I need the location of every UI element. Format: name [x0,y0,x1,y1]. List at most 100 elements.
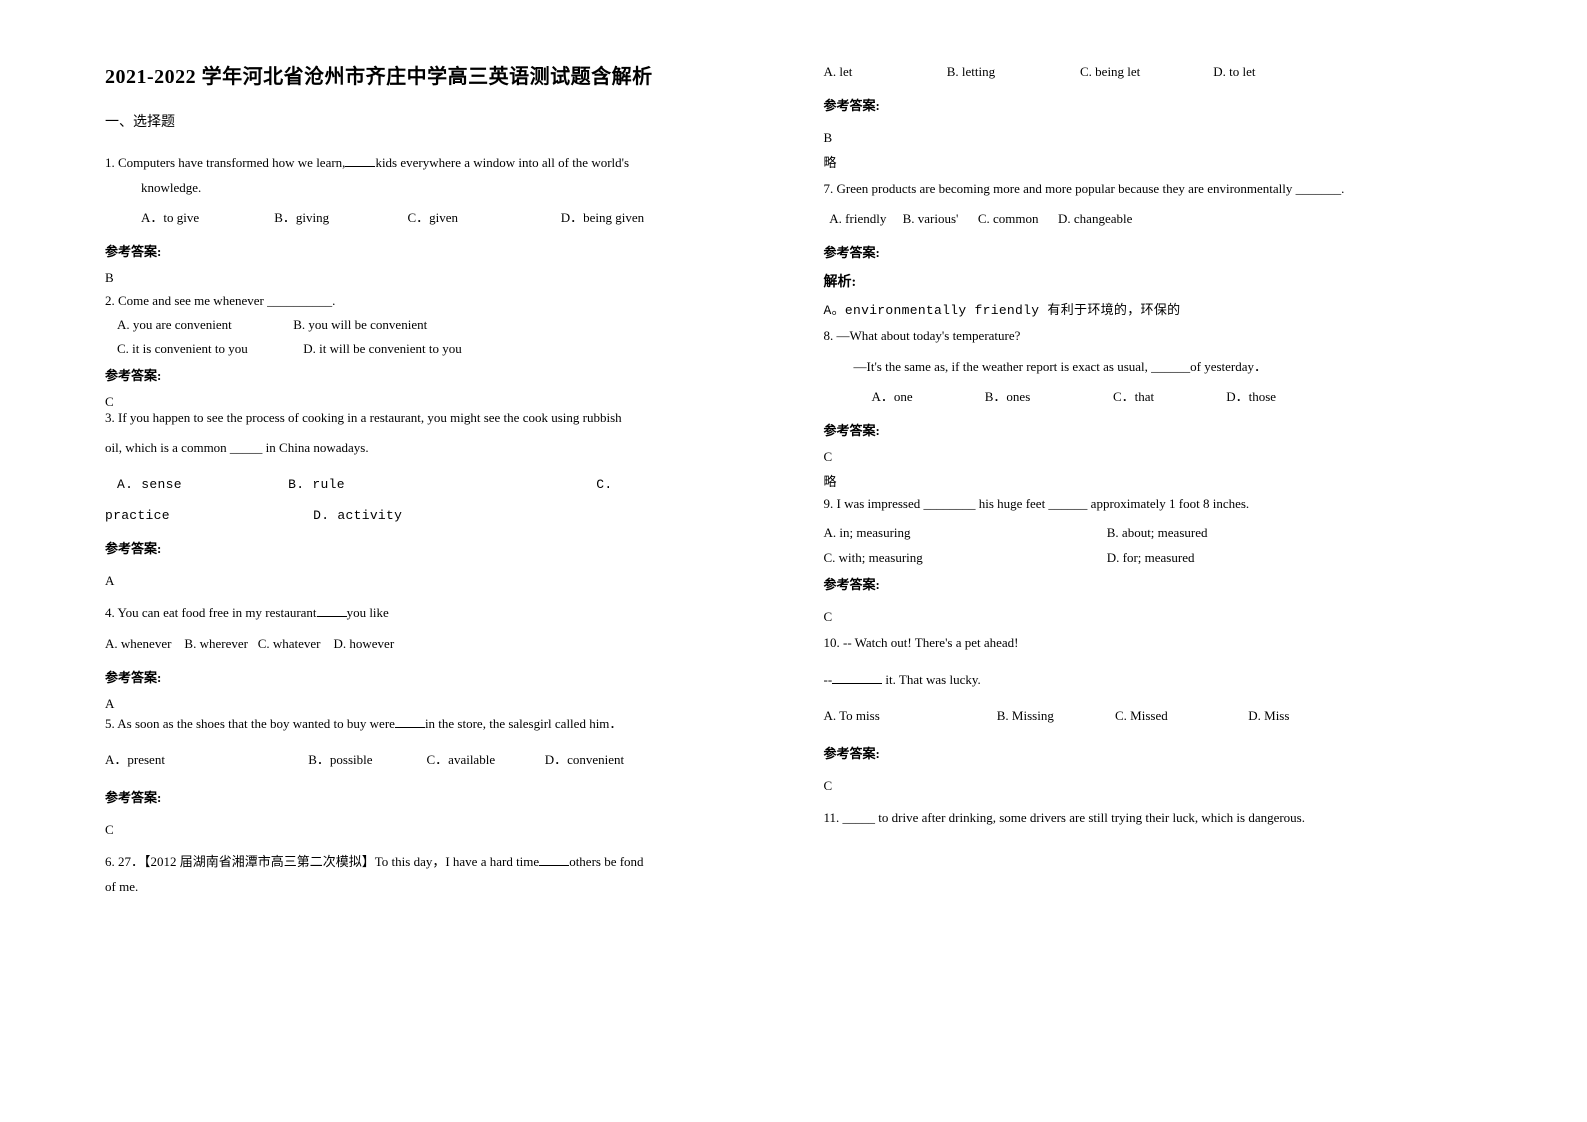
q4-ans-label: 参考答案: [105,667,739,686]
q8-optC: C．that [1113,385,1223,410]
q5-optB: B．possible [308,748,423,773]
q1-optC: C．given [408,206,558,231]
q7-ans-label: 参考答案: [824,242,1533,261]
blank [539,854,569,866]
q6-optA: A. let [824,60,944,85]
q6-line2: of me. [105,875,739,900]
q2-optC: C. it is convenient to you [105,340,300,358]
q5-stem: 5. As soon as the shoes that the boy wan… [105,712,739,737]
q3-optD: D. activity [313,504,402,529]
q10-line2b: it. That was lucky. [882,672,981,687]
q1-stem-c: knowledge. [105,176,739,201]
q9-options-row1: A. in; measuring B. about; measured [824,523,1533,543]
q6-ans: B [824,130,1533,146]
q9-line1: 9. I was impressed ________ his huge fee… [824,492,1533,517]
q6-omit: 略 [824,152,1533,171]
q5-options: A．present B．possible C．available D．conve… [105,748,739,773]
q11-line1: 11. _____ to drive after drinking, some … [824,806,1533,831]
q3-ans: A [105,573,739,589]
q8-omit: 略 [824,471,1533,490]
q6-optD: D. to let [1213,60,1255,85]
q3-options-row2: practice D. activity [105,504,739,529]
q9-ans: C [824,609,1533,625]
q8-optB: B．ones [985,385,1110,410]
q7-analysis-label: 解析: [824,271,1533,291]
q1-ans: B [105,270,739,286]
q10-line1: 10. -- Watch out! There's a pet ahead! [824,631,1533,656]
page-root: 2021-2022 学年河北省沧州市齐庄中学高三英语测试题含解析 一、选择题 1… [0,60,1587,1122]
blank [832,672,882,684]
q3-line2: oil, which is a common _____ in China no… [105,436,739,461]
q1-stem-b: kids everywhere a window into all of the… [375,155,629,170]
q1-optA: A．to give [141,206,271,231]
q10-ans-label: 参考答案: [824,743,1533,762]
q1-options: A．to give B．giving C．given D．being given [105,206,739,231]
q3-optB: B. rule [288,473,588,498]
q6-optC: C. being let [1080,60,1210,85]
q8-line1: 8. —What about today's temperature? [824,324,1533,349]
q1-stem: 1. Computers have transformed how we lea… [105,151,739,200]
q5-optD: D．convenient [545,748,624,773]
q10-optA: A. To miss [824,704,994,729]
q2-ans-label: 参考答案: [105,365,739,384]
q5-ans: C [105,822,739,838]
q3-options-row1: A. sense B. rule C. [105,473,739,498]
q1-stem-a: 1. Computers have transformed how we lea… [105,155,345,170]
q5-ans-label: 参考答案: [105,787,739,806]
q10-line2: -- it. That was lucky. [824,668,1533,693]
q4-stem: 4. You can eat food free in my restauran… [105,601,739,626]
q10-ans: C [824,778,1533,794]
q7-analysis: A。environmentally friendly 有利于环境的，环保的 [824,299,1533,318]
q7-options: A. friendly B. various' C. common D. cha… [824,207,1533,232]
left-column: 2021-2022 学年河北省沧州市齐庄中学高三英语测试题含解析 一、选择题 1… [0,60,794,1122]
q10-optB: B. Missing [997,704,1112,729]
q6-optB: B. letting [947,60,1077,85]
q2-optA: A. you are convenient [105,316,290,334]
right-column: A. let B. letting C. being let D. to let… [794,60,1587,1122]
q2-optB: B. you will be convenient [293,316,427,334]
q5-line1b: in the store, the salesgirl called him． [425,716,622,731]
q8-ans-label: 参考答案: [824,420,1533,439]
q8-optA: A．one [872,385,982,410]
q4-ans: A [105,696,739,712]
q3-optC: C. [596,473,612,498]
q5-optC: C．available [427,748,542,773]
q6-ans-label: 参考答案: [824,95,1533,114]
q9-optA: A. in; measuring [824,523,1104,543]
blank [345,155,375,167]
q10-optC: C. Missed [1115,704,1245,729]
q9-optB: B. about; measured [1107,523,1208,543]
q1-optB: B．giving [274,206,404,231]
q5-line1: 5. As soon as the shoes that the boy wan… [105,716,395,731]
q10-optD: D. Miss [1248,704,1289,729]
q3-line1: 3. If you happen to see the process of c… [105,406,739,431]
q2-options-row2: C. it is convenient to you D. it will be… [105,340,739,358]
section-heading-1: 一、选择题 [105,111,739,131]
q4-line1: 4. You can eat food free in my restauran… [105,605,317,620]
q3-ans-label: 参考答案: [105,538,739,557]
q10-line2a: -- [824,672,833,687]
q1-ans-label: 参考答案: [105,241,739,260]
q2-options-row1: A. you are convenient B. you will be con… [105,316,739,334]
q9-optD: D. for; measured [1107,548,1195,568]
q3-optA: A. sense [105,473,280,498]
q4-options: A. whenever B. wherever C. whatever D. h… [105,632,739,657]
q3-optC2: practice [105,504,305,529]
q8-ans: C [824,449,1533,465]
q6-line1: 6. 27．【2012 届湖南省湘潭市高三第二次模拟】To this day，I… [105,854,539,869]
q6-options: A. let B. letting C. being let D. to let [824,60,1533,85]
q10-options: A. To miss B. Missing C. Missed D. Miss [824,704,1533,729]
blank [317,606,347,618]
q9-ans-label: 参考答案: [824,574,1533,593]
document-title: 2021-2022 学年河北省沧州市齐庄中学高三英语测试题含解析 [105,60,739,89]
q2-stem: 2. Come and see me whenever __________. [105,292,739,310]
q4-line1b: you like [347,605,389,620]
q7-line1: 7. Green products are becoming more and … [824,177,1533,202]
q8-options: A．one B．ones C．that D．those [824,385,1533,410]
q9-optC: C. with; measuring [824,548,1104,568]
q8-optD: D．those [1226,385,1276,410]
q1-optD: D．being given [561,206,644,231]
q5-optA: A．present [105,748,305,773]
q6-line1b: others be fond [569,854,643,869]
q8-line2: —It's the same as, if the weather report… [824,355,1533,380]
